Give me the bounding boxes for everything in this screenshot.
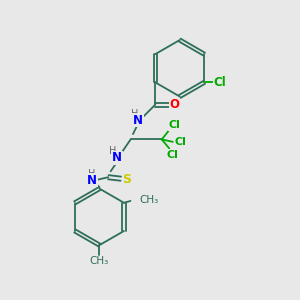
Text: Cl: Cl bbox=[166, 150, 178, 160]
Text: H: H bbox=[88, 169, 96, 178]
Text: Cl: Cl bbox=[213, 76, 226, 89]
Text: S: S bbox=[122, 173, 131, 186]
Text: H: H bbox=[109, 146, 116, 156]
Text: Cl: Cl bbox=[174, 137, 186, 147]
Text: N: N bbox=[133, 114, 143, 127]
Text: Cl: Cl bbox=[168, 120, 180, 130]
Text: H: H bbox=[131, 109, 138, 118]
Text: CH₃: CH₃ bbox=[140, 195, 159, 206]
Text: N: N bbox=[112, 152, 122, 164]
Text: N: N bbox=[87, 174, 97, 187]
Text: O: O bbox=[169, 98, 180, 111]
Text: CH₃: CH₃ bbox=[90, 256, 109, 266]
